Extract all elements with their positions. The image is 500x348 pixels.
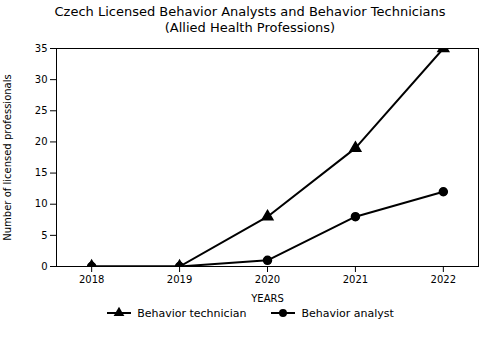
svg-text:YEARS: YEARS [250, 293, 284, 304]
svg-text:20: 20 [35, 136, 48, 147]
svg-text:0: 0 [41, 261, 47, 272]
svg-text:2020: 2020 [255, 274, 280, 285]
svg-text:5: 5 [41, 230, 47, 241]
svg-text:2022: 2022 [431, 274, 456, 285]
html-text:Czech Licensed Behavior Analys: Czech Licensed Behavior Analysts and Beh… [54, 4, 446, 19]
html-text:(Allied Health Professions): (Allied Health Professions) [164, 20, 336, 35]
svg-text:2019: 2019 [167, 274, 192, 285]
svg-text:15: 15 [35, 167, 48, 178]
svg-text:25: 25 [35, 105, 48, 116]
svg-text:35: 35 [35, 43, 48, 54]
html-text:Behavior analyst: Behavior analyst [301, 306, 394, 320]
svg-text:2018: 2018 [79, 274, 104, 285]
html-text:Behavior technician: Behavior technician [137, 306, 247, 320]
svg-text:2021: 2021 [343, 274, 368, 285]
svg-text:10: 10 [35, 198, 48, 209]
svg-text:30: 30 [35, 74, 48, 85]
svg-text:Number of licensed professiona: Number of licensed professionals [2, 74, 13, 240]
